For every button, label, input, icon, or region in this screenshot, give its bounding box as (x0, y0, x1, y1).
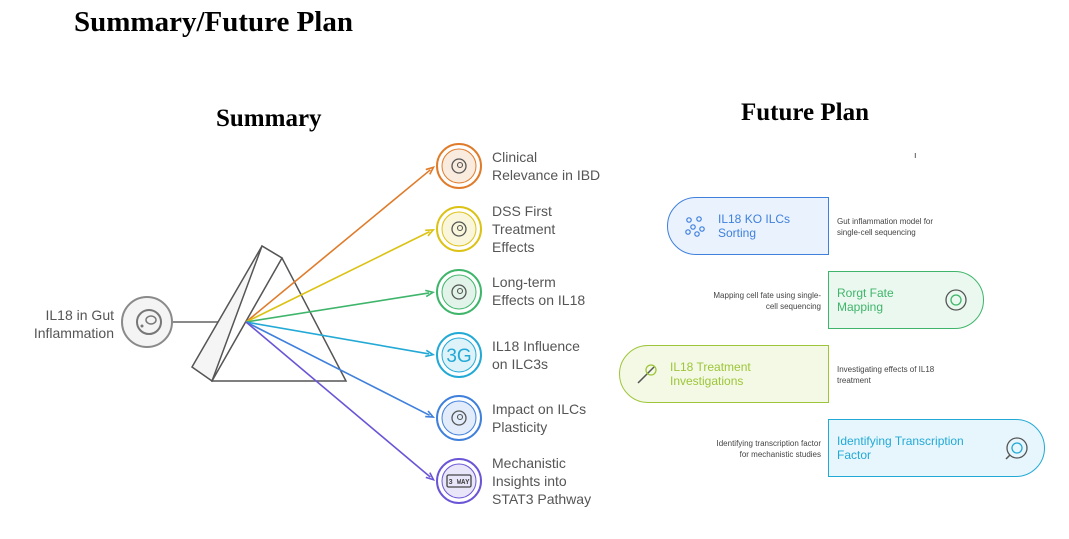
item-circle-4 (436, 332, 482, 378)
summary-item-label-3: Long-term Effects on IL18 (492, 274, 586, 308)
ray-2 (245, 230, 430, 323)
cell-icon (441, 400, 477, 436)
summary-heading: Summary (216, 105, 322, 132)
petri-dish-icon (945, 289, 967, 311)
summary-item-label-6: Mechanistic Insights into STAT3 Pathway (492, 455, 592, 507)
ray-arrowhead-6 (425, 472, 436, 482)
3-way-icon-glyph: 3 WAY (448, 479, 470, 487)
ray-arrowhead-2 (425, 228, 436, 237)
ray-3 (245, 292, 430, 323)
item-circle-1 (436, 143, 482, 189)
input-label: IL18 in Gut Inflammation (33, 307, 114, 341)
item-circle-3 (436, 269, 482, 315)
stray-mark: ı (914, 150, 917, 160)
future-step-description-3: Investigating effects of IL18 treatment (837, 365, 935, 385)
future-step-4: Identifying Transcription Factor (828, 419, 1045, 477)
future-step-label-1: IL18 KO ILCs Sorting (718, 212, 791, 240)
future-step-3: IL18 Treatment Investigations (619, 345, 829, 403)
ray-1 (245, 169, 431, 323)
ray-arrowhead-4 (425, 349, 436, 358)
rays (245, 165, 436, 482)
cells-sorting-icon (685, 216, 705, 237)
cell-injection-icon (441, 211, 477, 247)
item-circle-5 (436, 395, 482, 441)
input-cell-icon (121, 296, 173, 348)
future-step-1: IL18 KO ILCs Sorting (667, 197, 829, 255)
item-circle-6 (436, 458, 482, 504)
syringe-icon (637, 364, 657, 384)
future-step-description-4: Identifying transcription factor for mech… (716, 439, 822, 459)
future-step-description-1: Gut inflammation model for single-cell se… (837, 217, 934, 237)
future-step-label-2: Rorgt Fate Mapping (837, 286, 894, 314)
item-icons: 3G 3 WAY (436, 143, 482, 504)
prism (191, 244, 348, 383)
lungs-icon (441, 148, 477, 184)
ray-6 (245, 321, 431, 478)
dna-search-icon (1005, 437, 1028, 460)
ray-arrowhead-5 (425, 410, 436, 419)
item-circle-2 (436, 206, 482, 252)
ray-arrowhead-1 (425, 165, 436, 175)
3g-icon-glyph: 3G (446, 346, 471, 367)
future-plan-heading: Future Plan (741, 99, 870, 126)
3-way-icon (441, 463, 477, 499)
future-step-2: Rorgt Fate Mapping (828, 271, 984, 329)
pill-clock-icon (441, 274, 477, 310)
future-step-label-4: Identifying Transcription Factor (837, 434, 964, 462)
ray-arrowhead-3 (425, 289, 436, 298)
summary-item-label-1: Clinical Relevance in IBD (492, 149, 601, 183)
future-step-label-3: IL18 Treatment Investigations (670, 360, 751, 388)
ray-5 (245, 321, 431, 416)
future-step-description-2: Mapping cell fate using single-cell sequ… (713, 291, 821, 311)
ray-4 (245, 321, 430, 355)
summary-item-label-4: IL18 Influence on ILC3s (492, 338, 580, 372)
page-title: Summary/Future Plan (74, 6, 353, 38)
summary-item-label-2: DSS First Treatment Effects (492, 203, 556, 255)
3g-icon (441, 337, 477, 373)
summary-item-label-5: Impact on ILCs Plasticity (492, 401, 587, 435)
